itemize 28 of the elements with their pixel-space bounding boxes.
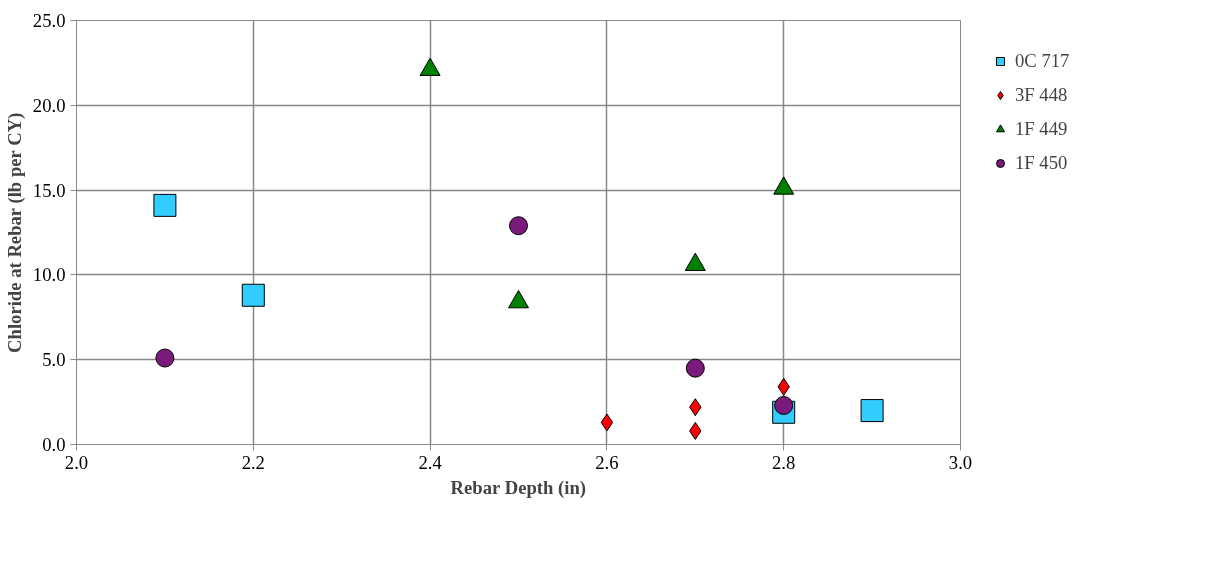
y-tick-label: 15.0: [32, 179, 66, 201]
x-tick-label: 2.4: [418, 451, 443, 473]
point: [685, 358, 705, 378]
x-tick-label: 2.8: [772, 451, 796, 473]
y-tick-label: 25.0: [32, 10, 66, 31]
y-tick-label: 0.0: [42, 434, 66, 455]
x-tick-label: 2.6: [595, 451, 619, 473]
point: [155, 348, 175, 368]
x-tick-label: 2.2: [241, 451, 265, 473]
point: [153, 193, 177, 217]
x-axis-title: Rebar Depth (in): [450, 476, 587, 499]
point: [600, 413, 614, 432]
x-tick-label: 2.0: [64, 451, 89, 473]
legend-label: 0C 717: [1015, 50, 1070, 72]
point: [860, 399, 884, 423]
legend-label: 1F 450: [1015, 152, 1068, 174]
point: [241, 283, 265, 307]
y-tick-label: 20.0: [32, 94, 66, 116]
y-tick-label: 5.0: [42, 349, 66, 371]
y-tick-label: 10.0: [32, 264, 66, 286]
point: [509, 216, 528, 236]
y-axis-title: Chloride at Rebar (lb per CY): [3, 112, 26, 353]
point: [773, 176, 795, 195]
point: [774, 396, 794, 415]
point: [419, 57, 441, 76]
legend-label: 3F 448: [1015, 84, 1068, 106]
x-tick-label: 3.0: [948, 451, 973, 473]
legend-label: 1F 449: [1015, 118, 1068, 140]
